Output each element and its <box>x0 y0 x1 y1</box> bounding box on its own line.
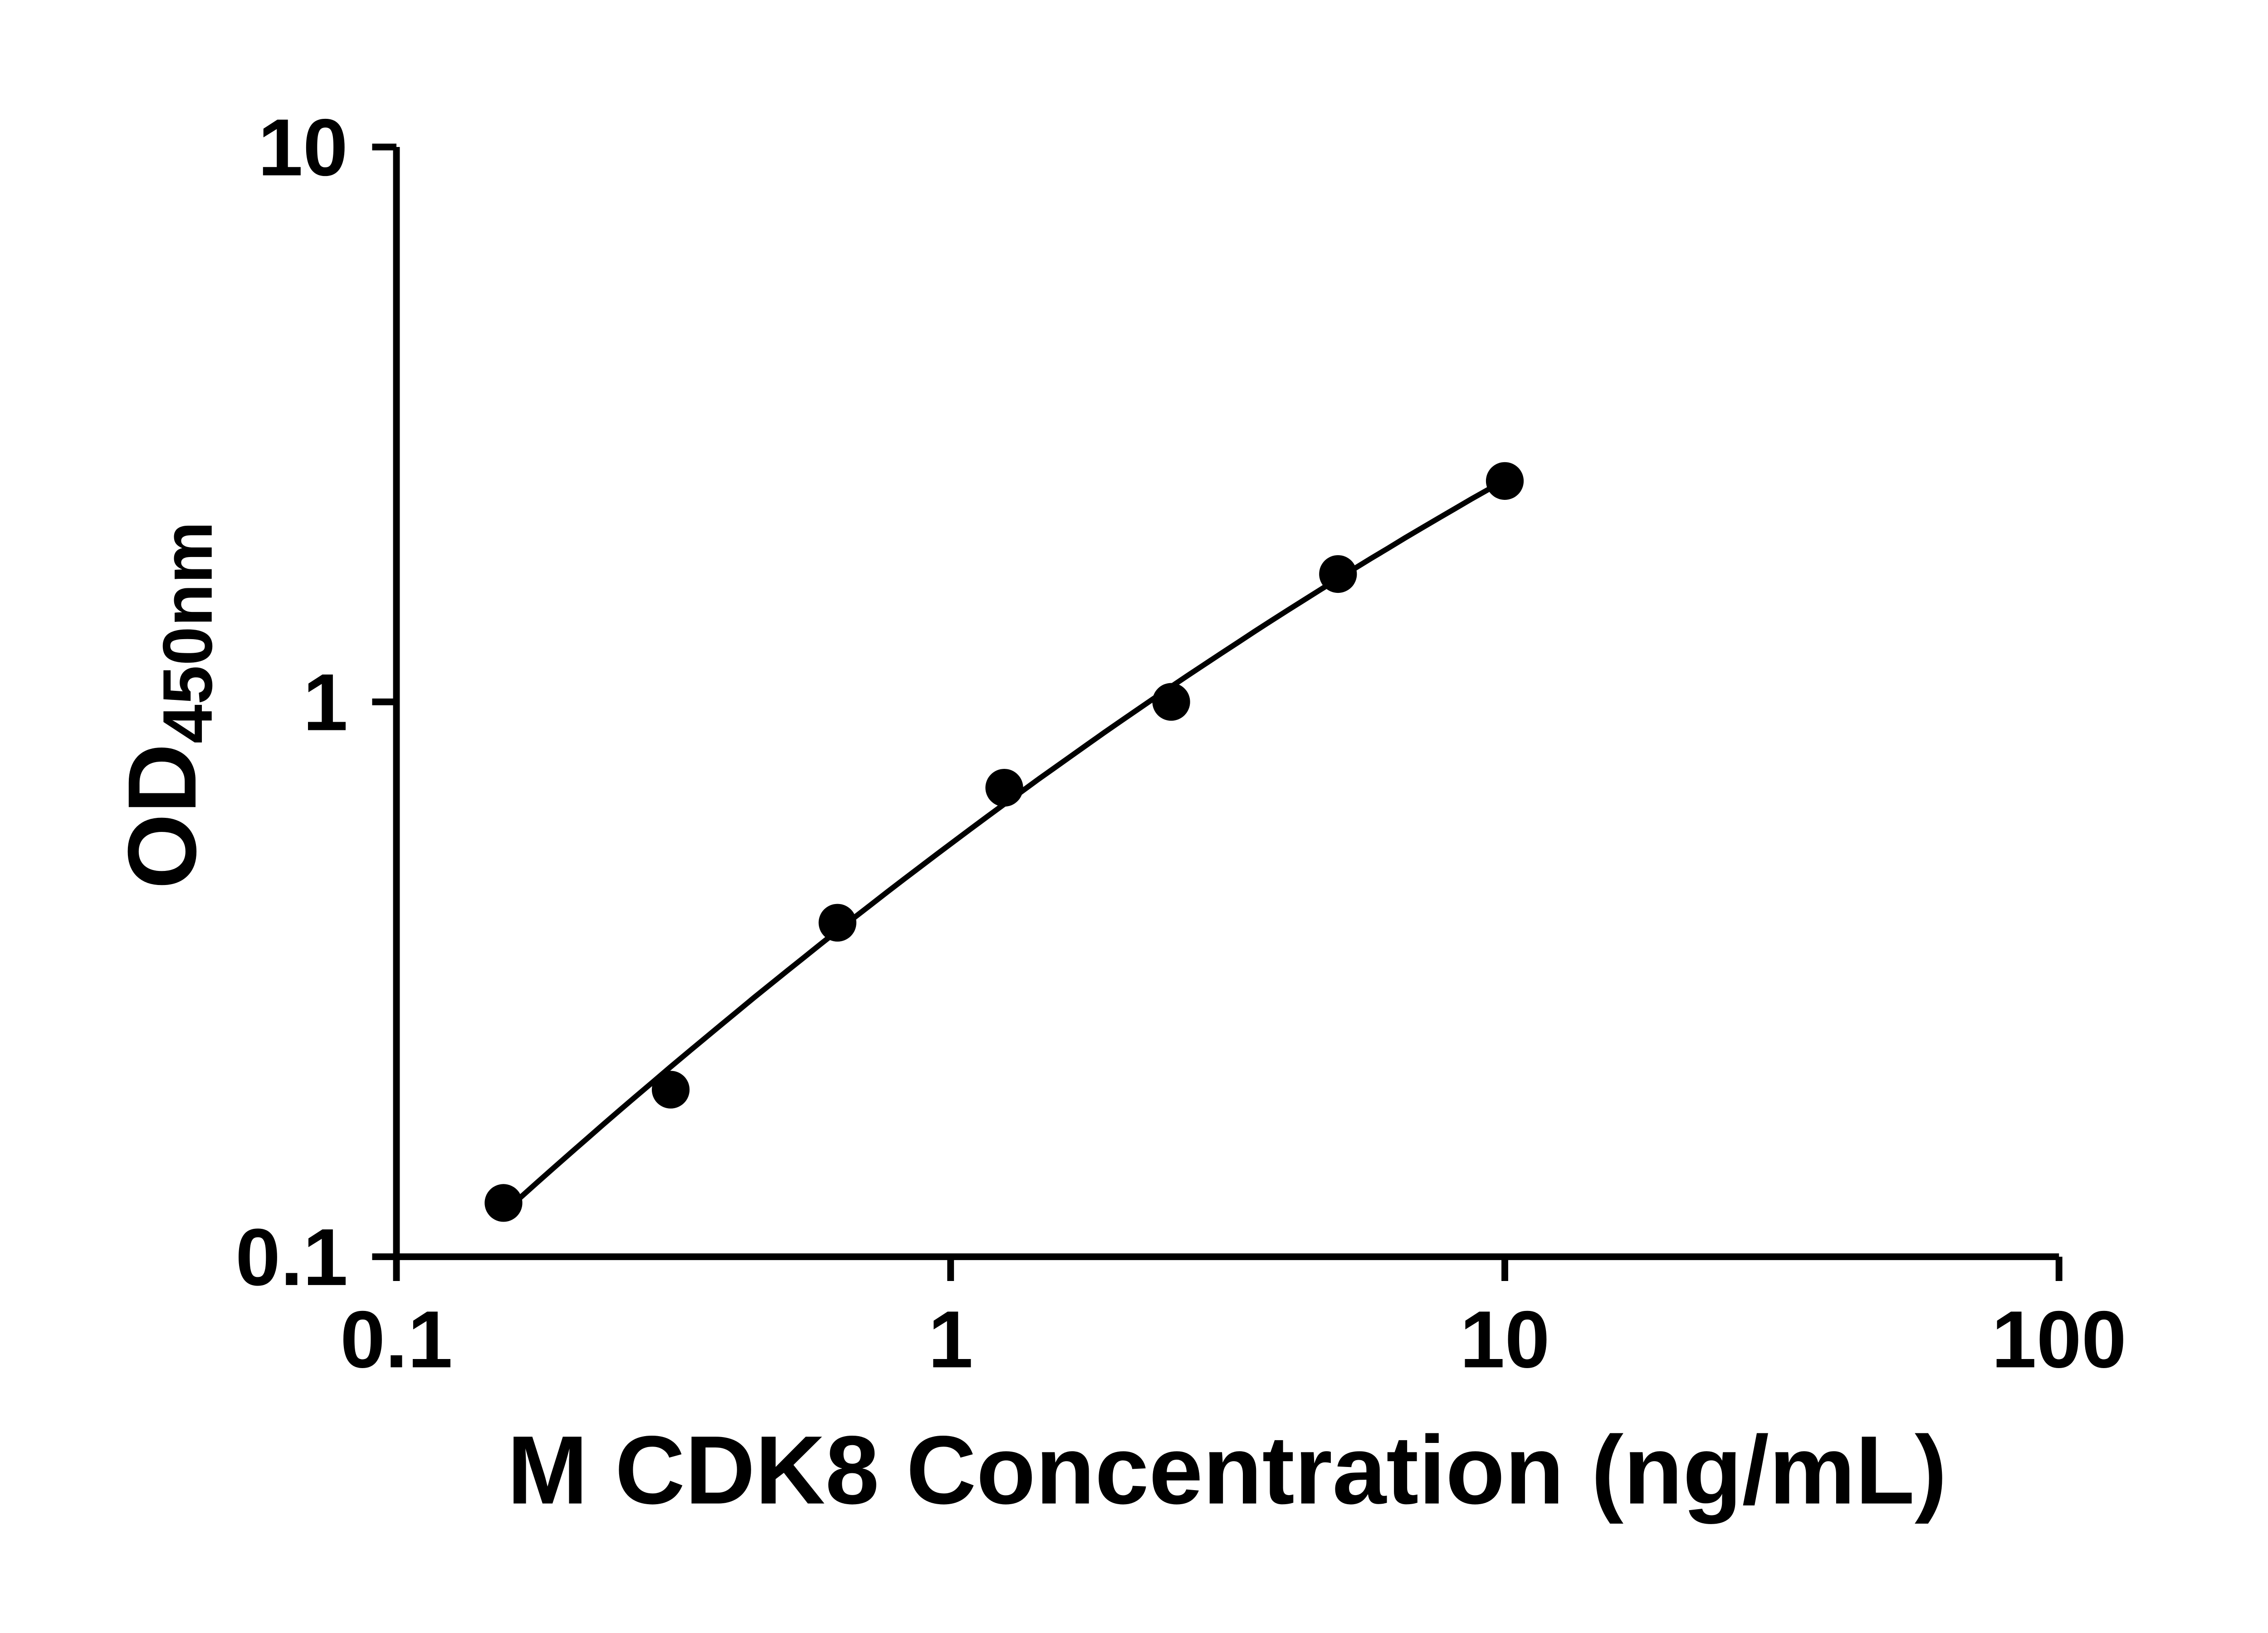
fit-curve <box>502 478 1506 1215</box>
data-point <box>1152 683 1190 721</box>
y-tick-label: 0.1 <box>235 1212 348 1302</box>
data-point <box>1486 462 1524 500</box>
y-tick-label: 10 <box>258 102 348 192</box>
x-tick-label: 1 <box>928 1294 973 1384</box>
x-tick-label: 10 <box>1460 1294 1549 1384</box>
x-tick-label: 0.1 <box>340 1294 453 1384</box>
y-axis-title: OD450nm <box>108 521 227 889</box>
x-tick-label: 100 <box>1991 1294 2126 1384</box>
x-axis-title: M CDK8 Concentration (ng/mL) <box>507 1416 1947 1524</box>
y-tick-label: 1 <box>303 657 348 748</box>
data-point <box>1319 555 1357 593</box>
data-point <box>651 1071 690 1109</box>
data-point <box>484 1184 523 1222</box>
y-axis-title-main: OD <box>108 743 216 889</box>
data-point <box>985 769 1023 807</box>
y-axis-title-subscript: 450nm <box>148 521 227 743</box>
series-layer <box>484 462 1524 1222</box>
ticks-layer: 0.1 1 10 100 0.1 1 10 <box>235 102 2126 1384</box>
data-point <box>818 904 856 942</box>
